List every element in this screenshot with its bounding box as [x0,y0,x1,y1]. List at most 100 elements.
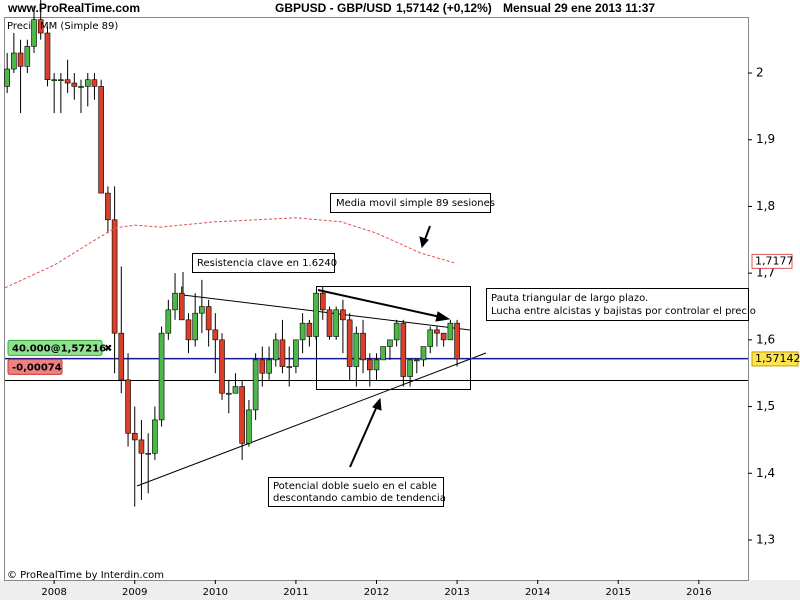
candle-body [353,332,360,367]
candle-body [111,219,118,334]
candle-body [434,329,440,334]
candle-body [152,419,158,454]
x-tick-label: 2012 [364,587,389,598]
x-tick-label: 2011 [283,587,308,598]
candle-body [279,339,286,367]
candle-body [4,68,10,87]
candle-body [286,366,293,368]
candle-body [37,19,44,34]
candle-body [272,339,279,361]
candle-body [219,339,225,394]
x-tick-label: 2008 [41,587,66,598]
annotation-text: Lucha entre alcistas y bajistas por cont… [491,306,756,317]
arrow-head [372,397,382,411]
candle-body [64,79,71,84]
candle-body [346,319,353,367]
pnl-box [7,358,63,375]
candle-body [11,52,17,70]
annotation-text: Resistencia clave en 1.6240 [197,258,337,269]
candle-body [31,19,37,47]
candle-body [387,339,393,347]
candle-body [125,379,131,434]
arrow-head [435,311,451,322]
candle-body [326,309,333,337]
candle-body [172,292,178,311]
pnl-label: -0,00074 [12,362,62,373]
candle-body [413,359,420,362]
legend-ma: MM (Simple 89) [40,21,118,32]
position-close: ✖ [104,343,112,354]
candle-body [252,359,259,411]
annotation-text: Potencial doble suelo en el cable [273,481,437,492]
candle-body [427,329,434,347]
candle-body [232,386,239,394]
candle-body [17,52,24,67]
candle-body [192,312,198,341]
candle-body [131,432,138,441]
candle-body [407,359,413,377]
position-box [7,339,103,356]
annotation-box [268,477,444,507]
ma-last-box [751,253,793,269]
candle-body [145,452,152,455]
candle-body [373,359,380,371]
candle-body [24,46,31,67]
instrument: GBPUSD - GBP/USD [275,1,392,15]
arrow [349,405,378,468]
x-tick-label: 2015 [606,587,631,598]
candle-body [98,86,104,194]
candle-body [58,79,64,82]
annotation-box [330,193,491,213]
candle-body [185,319,192,341]
candle-body [225,392,232,395]
candle-body [333,309,340,337]
arrow-head [419,236,429,249]
x-axis-band [0,580,800,600]
position-label: 40.000@1,57216 [12,343,106,354]
candle-body [259,359,266,374]
candle-body [299,322,306,341]
annotation-text: descontando cambio de tendencia [273,493,446,504]
annotation-text: Media movil simple 89 sesiones [336,198,495,209]
candle-body [199,306,205,314]
candle-body [118,332,125,381]
y-tick-label: 1,9 [756,132,775,146]
last-price-label: 1,57142 [755,352,800,365]
ma-line [4,217,456,289]
candle-body [91,79,98,87]
candle-body [340,309,346,321]
support-line [136,352,487,487]
period: Mensual 29 ene 2013 11:37 [503,1,655,15]
footer: © ProRealTime by Interdin.com [7,570,164,581]
y-tick-label: 1,4 [756,466,775,480]
y-tick-label: 2 [756,66,764,80]
candle-body [454,322,460,360]
candle-body [44,32,51,81]
x-tick-label: 2010 [203,587,228,598]
candle-body [239,386,245,444]
x-tick-label: 2009 [122,587,147,598]
candle-body [447,322,454,341]
candle-body [313,292,319,337]
y-tick-label: 1,8 [756,199,775,213]
y-tick-label: 1,6 [756,332,775,346]
candle-body [319,292,326,311]
candle-body [380,346,386,361]
annotation-text: Pauta triangular de largo plazo. [491,293,648,304]
candle-body [138,439,145,454]
candle-body [158,332,165,421]
candle-body [78,86,84,88]
candle-body [71,82,78,87]
x-tick-label: 2013 [444,587,469,598]
y-tick-label: 1,3 [756,532,775,546]
annotation-box [192,253,335,273]
candle-body [400,322,407,377]
annotation-box [486,288,749,321]
candle-body [367,359,373,371]
ma-last-label: 1,7177 [755,254,794,267]
site: www.ProRealTime.com [7,1,140,15]
candle-body [440,332,447,341]
candle-body [420,346,427,361]
y-tick-label: 1,5 [756,399,775,413]
